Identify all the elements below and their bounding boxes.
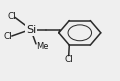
Text: Cl: Cl xyxy=(64,55,73,64)
Text: Me: Me xyxy=(36,42,48,52)
Text: Cl: Cl xyxy=(4,32,13,41)
Text: Si: Si xyxy=(26,25,36,35)
Text: Cl: Cl xyxy=(8,12,16,21)
